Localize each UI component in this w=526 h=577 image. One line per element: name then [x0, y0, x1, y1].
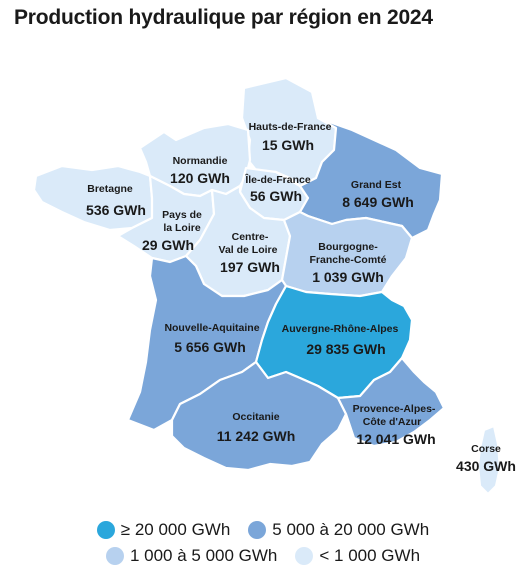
legend-item-1: ≥ 20 000 GWh — [96, 520, 231, 540]
legend-item-2: 5 000 à 20 000 GWh — [248, 520, 429, 540]
legend-item-3: 1 000 à 5 000 GWh — [105, 546, 278, 566]
label-bretagne-name: Bretagne — [87, 183, 133, 195]
label-ile-de-france-value: 56 GWh — [250, 188, 302, 204]
label-corse-name: Corse — [471, 443, 501, 455]
region-paca[interactable] — [336, 356, 446, 448]
label-nouvelle-aquitaine-value: 5 656 GWh — [174, 339, 246, 355]
label-centre-value: 197 GWh — [220, 259, 280, 275]
legend-label-2: 5 000 à 20 000 GWh — [272, 520, 430, 539]
label-bourgogne-name-2: Franche-Comté — [309, 254, 386, 266]
label-centre-name-1: Centre- — [232, 231, 269, 243]
label-paca-name-1: Provence-Alpes- — [353, 403, 436, 415]
label-ara-value: 29 835 GWh — [306, 341, 385, 357]
label-bourgogne-value: 1 039 GWh — [312, 269, 384, 285]
legend-item-4: < 1 000 GWh — [295, 546, 420, 566]
region-bretagne[interactable] — [32, 164, 154, 232]
label-normandie-name: Normandie — [173, 155, 228, 167]
label-nouvelle-aquitaine-name: Nouvelle-Aquitaine — [164, 322, 259, 334]
label-ara-name: Auvergne-Rhône-Alpes — [282, 323, 399, 335]
legend-swatch-2 — [248, 521, 267, 539]
legend-label-4: < 1 000 GWh — [319, 546, 421, 565]
label-hauts-de-france-name: Hauts-de-France — [249, 121, 332, 133]
label-centre-name-2: Val de Loire — [219, 244, 278, 256]
label-hauts-de-france-value: 15 GWh — [262, 137, 314, 153]
label-pays-de-la-loire-value: 29 GWh — [142, 237, 194, 253]
label-pays-de-la-loire-name-1: Pays de — [162, 209, 202, 221]
label-grand-est-value: 8 649 GWh — [342, 194, 414, 210]
region-labels: Hauts-de-France 15 GWh Normandie 120 GWh… — [86, 121, 516, 474]
legend-swatch-1 — [96, 521, 115, 539]
label-grand-est-name: Grand Est — [351, 179, 402, 191]
map-title: Production hydraulique par région en 202… — [14, 6, 433, 29]
label-ile-de-france-name: Île-de-France — [244, 173, 311, 186]
legend-label-1: ≥ 20 000 GWh — [120, 520, 231, 539]
label-paca-name-2: Côte d'Azur — [363, 416, 422, 428]
label-paca-value: 12 041 GWh — [356, 431, 435, 447]
label-bourgogne-name-1: Bourgogne- — [318, 241, 378, 253]
label-corse-value: 430 GWh — [456, 458, 516, 474]
legend-label-3: 1 000 à 5 000 GWh — [129, 546, 278, 565]
legend-swatch-3 — [105, 547, 124, 565]
label-occitanie-value: 11 242 GWh — [217, 428, 296, 444]
legend-swatch-4 — [295, 547, 314, 565]
legend-row-1: ≥ 20 000 GWh 5 000 à 20 000 GWh — [0, 520, 526, 540]
region-corse[interactable] — [476, 424, 502, 496]
legend-row-2: 1 000 à 5 000 GWh < 1 000 GWh — [0, 546, 526, 566]
label-normandie-value: 120 GWh — [170, 170, 230, 186]
label-pays-de-la-loire-name-2: la Loire — [163, 222, 201, 234]
label-bretagne-value: 536 GWh — [86, 202, 146, 218]
france-regions-map: Hauts-de-France 15 GWh Normandie 120 GWh… — [32, 76, 516, 496]
label-occitanie-name: Occitanie — [232, 411, 279, 423]
